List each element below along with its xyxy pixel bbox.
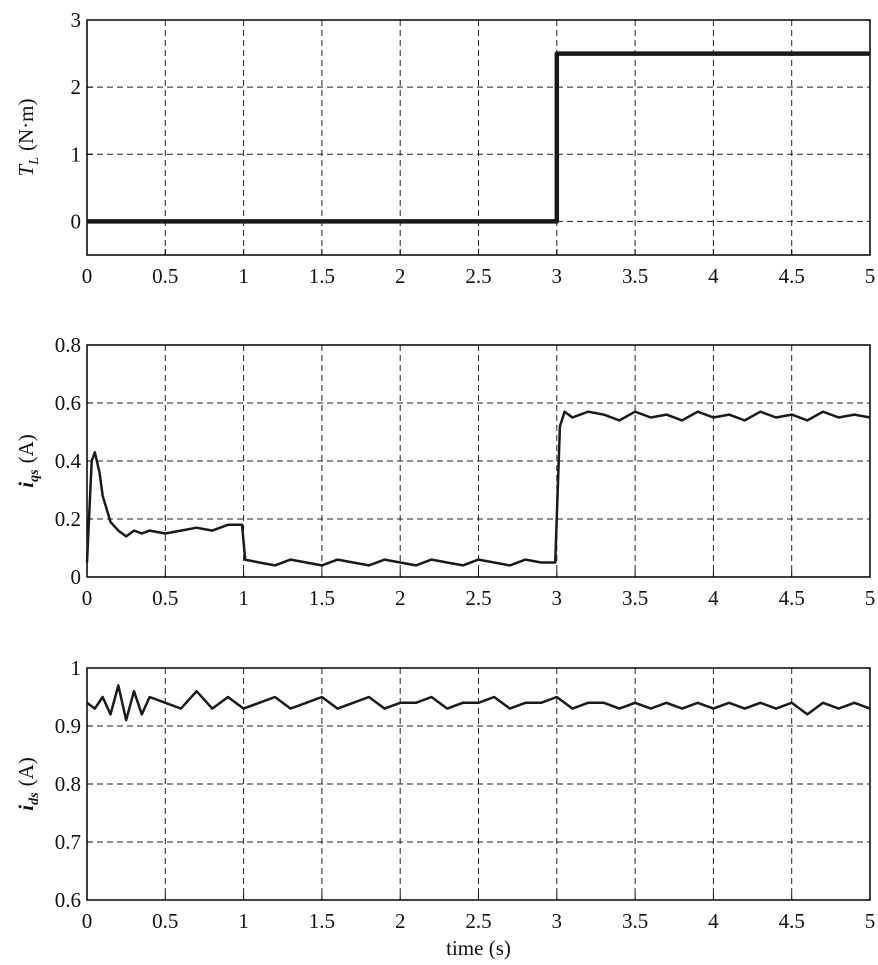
y-tick-label: 0.2 (55, 507, 81, 531)
x-tick-label: 1 (238, 909, 249, 933)
y-tick-label: 0.9 (55, 714, 81, 738)
x-tick-label: 2 (395, 264, 406, 288)
x-tick-label: 1.5 (309, 264, 335, 288)
y-tick-label: 0.4 (55, 449, 82, 473)
x-tick-label: 5 (865, 264, 876, 288)
y-axis-label: iqs (A) (14, 434, 42, 487)
x-tick-label: 5 (865, 586, 876, 610)
x-tick-label: 4 (708, 586, 719, 610)
data-line (86, 684, 871, 722)
plot-frame (86, 667, 871, 901)
y-tick-label: 1 (71, 142, 82, 166)
plot-frame (86, 344, 871, 578)
y-tick-label: 0 (71, 565, 82, 589)
x-tick-label: 0 (82, 586, 93, 610)
x-tick-label: 1 (238, 586, 249, 610)
x-tick-label: 3 (552, 909, 563, 933)
x-tick-label: 1.5 (309, 909, 335, 933)
y-tick-label: 3 (71, 8, 82, 32)
x-tick-label: 2.5 (465, 909, 491, 933)
x-tick-label: 3.5 (622, 264, 648, 288)
x-tick-label: 5 (865, 909, 876, 933)
x-tick-label: 3 (552, 264, 563, 288)
y-tick-label: 0.6 (55, 888, 81, 912)
x-tick-label: 2 (395, 586, 406, 610)
x-tick-label: 2 (395, 909, 406, 933)
x-tick-label: 0 (82, 264, 93, 288)
y-tick-label: 1 (71, 656, 82, 680)
x-axis-label: time (s) (446, 936, 511, 960)
x-tick-label: 0 (82, 909, 93, 933)
y-label-subscript: qs (27, 469, 42, 482)
x-tick-label: 4.5 (779, 264, 805, 288)
y-tick-label: 0.7 (55, 830, 81, 854)
y-label-symbol: T (14, 163, 38, 176)
y-label-symbol: i (14, 482, 38, 488)
x-tick-label: 1 (238, 264, 249, 288)
y-tick-label: 0.8 (55, 333, 81, 357)
y-axis-label: TL (N·m) (14, 99, 42, 177)
x-tick-label: 1.5 (309, 586, 335, 610)
x-tick-label: 0.5 (152, 264, 178, 288)
x-tick-label: 3.5 (622, 909, 648, 933)
data-line (87, 51, 870, 224)
y-label-subscript: L (27, 157, 42, 166)
x-tick-label: 4 (708, 909, 719, 933)
x-tick-label: 4.5 (779, 586, 805, 610)
y-axis-label: ids (A) (14, 757, 42, 810)
x-tick-label: 3 (552, 586, 563, 610)
y-label-unit: (N·m) (14, 99, 38, 151)
data-line (85, 410, 871, 567)
y-label-unit: (A) (14, 434, 38, 463)
x-tick-label: 2.5 (465, 586, 491, 610)
x-tick-label: 0.5 (152, 909, 178, 933)
plot-frame (86, 19, 871, 256)
y-label-symbol: i (14, 805, 38, 811)
x-tick-label: 2.5 (465, 264, 491, 288)
x-tick-label: 4.5 (779, 909, 805, 933)
y-tick-label: 2 (71, 75, 82, 99)
y-tick-label: 0.6 (55, 391, 81, 415)
y-tick-label: 0 (71, 209, 82, 233)
x-tick-label: 3.5 (622, 586, 648, 610)
y-tick-label: 0.8 (55, 772, 81, 796)
y-label-unit: (A) (14, 757, 38, 786)
x-tick-label: 0.5 (152, 586, 178, 610)
y-label-subscript: ds (27, 792, 42, 805)
x-tick-label: 4 (708, 264, 719, 288)
